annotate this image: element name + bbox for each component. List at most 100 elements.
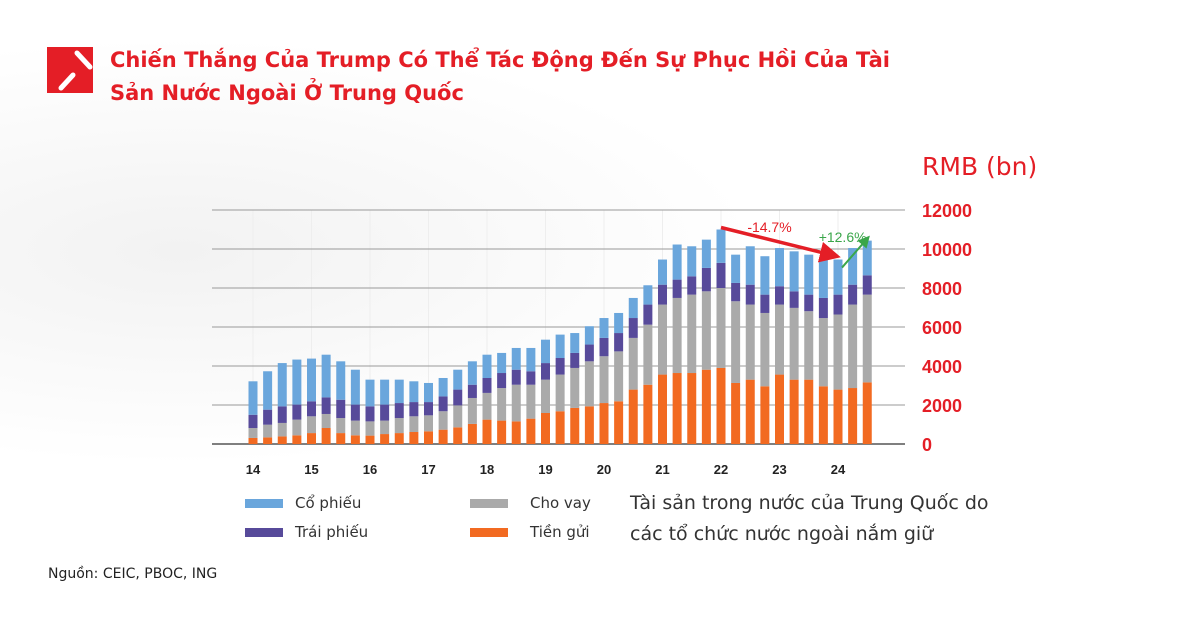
bar-loans	[350, 420, 360, 436]
legend-swatch	[470, 527, 508, 537]
bar-deposits	[467, 423, 477, 444]
bar-deposits	[628, 389, 638, 444]
bar-stocks	[862, 240, 872, 276]
x-tick-label: 16	[363, 462, 377, 477]
bar-loans	[248, 428, 258, 438]
legend-label: Trái phiếu	[295, 523, 369, 541]
bar-deposits	[833, 389, 843, 444]
bar-deposits	[848, 388, 858, 444]
bar-loans	[599, 356, 609, 404]
bar-bonds	[833, 294, 843, 315]
bar-bonds	[614, 333, 624, 352]
bar-stocks	[658, 259, 667, 285]
bar-bonds	[263, 409, 273, 425]
bar-deposits	[541, 412, 550, 444]
bar-deposits	[409, 432, 419, 444]
bar-bonds	[438, 396, 448, 412]
bar-bonds	[599, 337, 609, 357]
bar-stocks	[848, 248, 858, 285]
bar-bonds	[482, 377, 492, 393]
x-tick-label: 17	[421, 462, 435, 477]
bar-bonds	[848, 284, 858, 305]
bar-bonds	[775, 286, 784, 305]
bar-bonds	[745, 284, 755, 305]
bar-stocks	[394, 379, 404, 404]
bar-stocks	[350, 369, 360, 405]
legend-swatch	[245, 527, 283, 537]
bar-loans	[277, 422, 287, 437]
bar-loans	[467, 397, 477, 424]
bar-bonds	[687, 276, 697, 295]
bar-stocks	[731, 254, 741, 283]
bar-deposits	[497, 420, 507, 444]
bar-stocks	[628, 297, 638, 319]
bar-loans	[526, 384, 536, 419]
bar-deposits	[789, 379, 799, 444]
bar-loans	[321, 413, 331, 429]
bar-loans	[438, 411, 448, 430]
bar-deposits	[263, 437, 273, 444]
bar-stocks	[745, 246, 755, 285]
bar-deposits	[453, 427, 463, 444]
bar-deposits	[292, 435, 302, 444]
bar-bonds	[804, 294, 814, 312]
legend-label: Tiền gửi	[530, 523, 590, 541]
bar-stocks	[760, 256, 770, 295]
bar-stocks	[307, 358, 316, 402]
bar-bonds	[584, 344, 594, 362]
y-tick-label: 2000	[922, 396, 962, 416]
y-tick-label: 4000	[922, 357, 962, 377]
bar-stocks	[804, 254, 814, 295]
bar-loans	[848, 304, 858, 389]
bar-bonds	[818, 297, 828, 319]
bar-stocks	[833, 259, 843, 295]
bar-loans	[365, 421, 375, 436]
bar-loans	[628, 337, 638, 390]
bar-stocks	[687, 246, 697, 277]
bar-deposits	[862, 382, 872, 444]
bar-loans	[555, 374, 565, 412]
bar-stocks	[482, 354, 492, 378]
x-tick-label: 22	[714, 462, 728, 477]
bar-stocks	[570, 333, 580, 353]
bar-deposits	[804, 379, 814, 444]
bar-bonds	[716, 262, 726, 288]
bar-loans	[716, 288, 726, 368]
bar-deposits	[424, 431, 433, 444]
legend-swatch	[245, 498, 283, 508]
y-tick-label: 0	[922, 435, 932, 455]
bar-bonds	[409, 402, 419, 417]
legend-bonds: Trái phiếu	[245, 523, 368, 541]
bar-deposits	[277, 436, 287, 444]
bar-stocks	[467, 361, 477, 385]
bar-bonds	[365, 406, 375, 422]
title-line-1: Chiến Thắng Của Trump Có Thể Tác Động Đế…	[110, 48, 890, 72]
bar-loans	[672, 297, 682, 374]
bar-bonds	[526, 371, 536, 385]
bar-bonds	[380, 404, 390, 421]
bar-deposits	[584, 406, 594, 444]
bar-deposits	[731, 382, 741, 444]
x-tick-label: 21	[655, 462, 669, 477]
bar-deposits	[526, 418, 536, 444]
bar-stocks	[643, 285, 653, 305]
bar-deposits	[350, 435, 360, 444]
bar-bonds	[453, 389, 463, 406]
bar-loans	[292, 419, 302, 436]
bar-deposits	[672, 373, 682, 444]
bar-loans	[511, 384, 521, 422]
bar-deposits	[701, 369, 711, 444]
bar-stocks	[775, 248, 784, 287]
bar-bonds	[672, 279, 682, 298]
bar-bonds	[307, 401, 316, 417]
bar-loans	[760, 312, 770, 387]
bar-deposits	[599, 403, 609, 444]
bar-stocks	[365, 379, 375, 407]
bar-loans	[394, 418, 404, 434]
bar-bonds	[336, 399, 346, 419]
bar-deposits	[687, 373, 697, 444]
bar-loans	[643, 324, 653, 385]
bar-bonds	[555, 358, 565, 375]
bar-stocks	[380, 379, 390, 405]
bar-stocks	[424, 382, 433, 403]
